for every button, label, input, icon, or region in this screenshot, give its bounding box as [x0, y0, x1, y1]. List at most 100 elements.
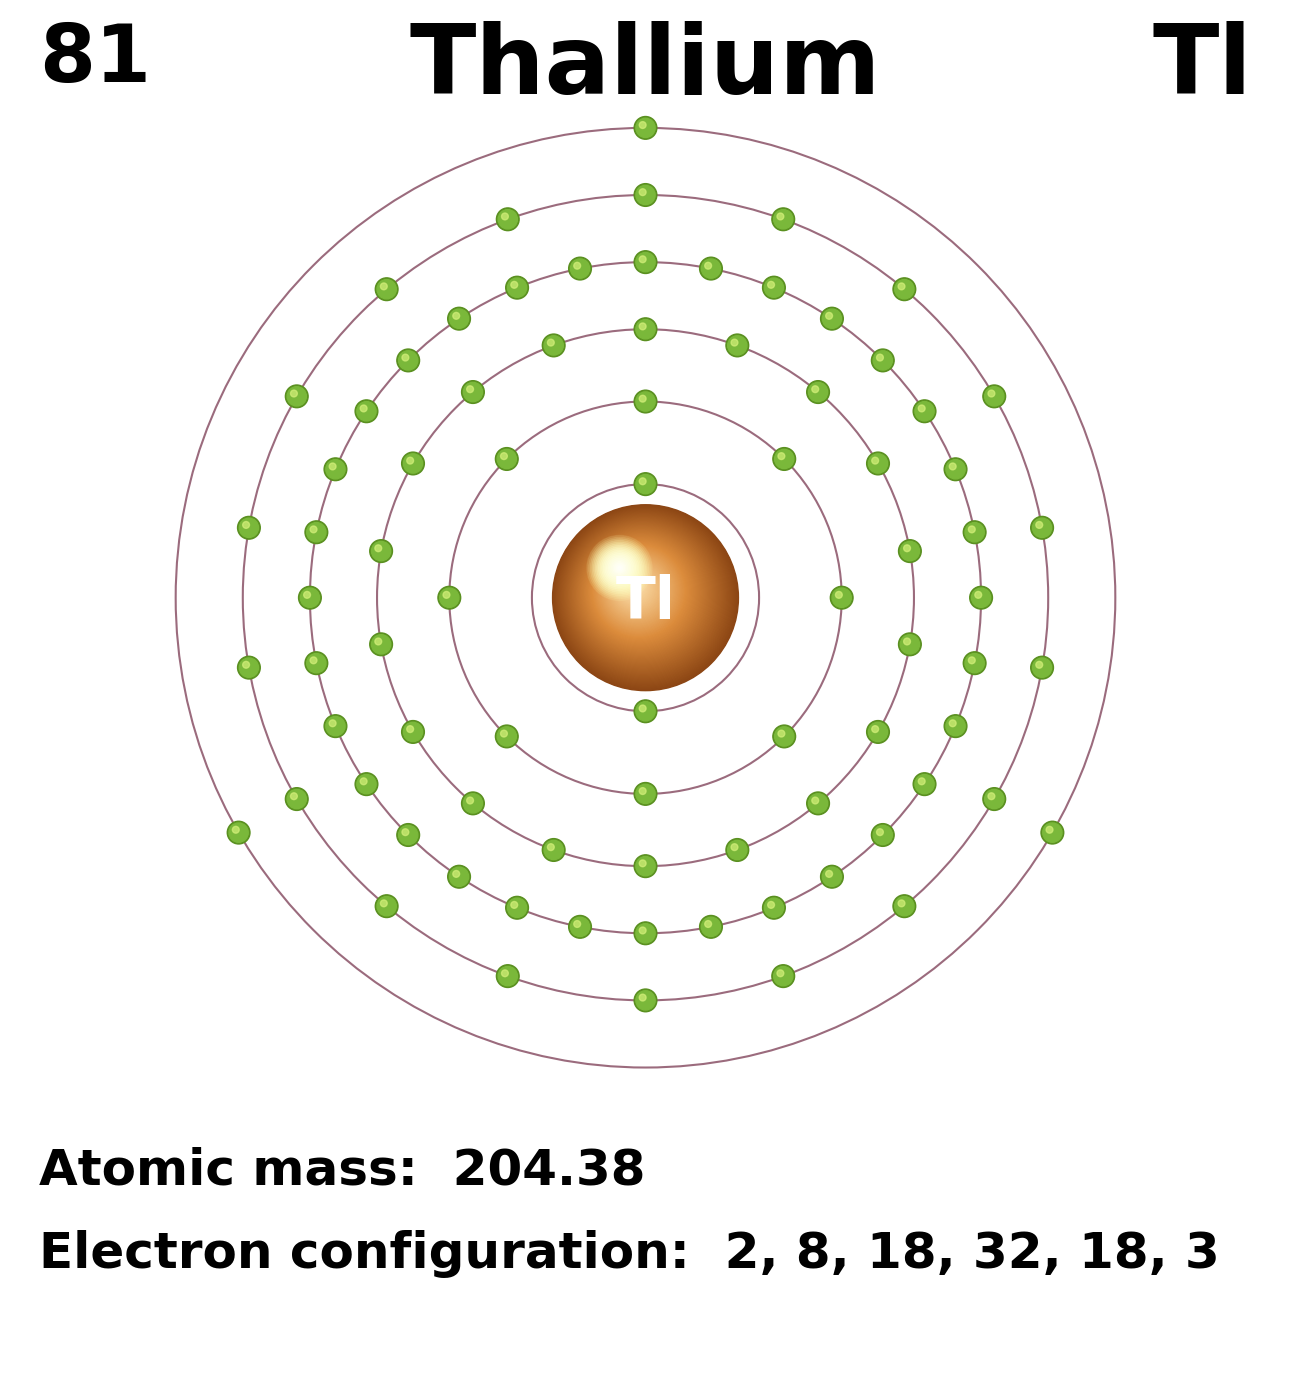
- Circle shape: [964, 523, 984, 542]
- Circle shape: [630, 582, 635, 588]
- Circle shape: [731, 844, 738, 851]
- Circle shape: [602, 555, 673, 626]
- Circle shape: [285, 788, 309, 810]
- Circle shape: [1035, 662, 1043, 669]
- Circle shape: [625, 577, 643, 595]
- Circle shape: [866, 452, 889, 475]
- Circle shape: [407, 726, 413, 733]
- Circle shape: [307, 523, 327, 542]
- Circle shape: [596, 545, 642, 591]
- Circle shape: [356, 402, 376, 421]
- Circle shape: [615, 567, 656, 607]
- Circle shape: [591, 541, 647, 595]
- Circle shape: [624, 575, 644, 596]
- Circle shape: [567, 518, 720, 673]
- Circle shape: [985, 790, 1004, 809]
- Circle shape: [639, 395, 646, 402]
- Circle shape: [904, 638, 910, 645]
- Circle shape: [634, 922, 657, 945]
- Circle shape: [625, 578, 642, 595]
- Circle shape: [238, 517, 261, 539]
- Circle shape: [639, 788, 646, 795]
- Circle shape: [381, 899, 387, 906]
- Circle shape: [562, 514, 726, 678]
- Circle shape: [964, 653, 984, 673]
- Circle shape: [963, 521, 986, 543]
- Circle shape: [899, 632, 922, 656]
- Circle shape: [290, 792, 297, 799]
- Circle shape: [821, 307, 843, 329]
- Circle shape: [634, 391, 657, 413]
- Circle shape: [374, 545, 382, 552]
- Circle shape: [634, 990, 657, 1012]
- Circle shape: [982, 788, 1006, 810]
- Circle shape: [613, 566, 658, 610]
- Circle shape: [629, 581, 638, 591]
- Circle shape: [568, 521, 718, 670]
- Circle shape: [1033, 657, 1052, 677]
- Circle shape: [497, 965, 519, 987]
- Circle shape: [498, 966, 518, 986]
- Circle shape: [290, 391, 297, 398]
- Circle shape: [773, 726, 795, 748]
- Circle shape: [501, 213, 509, 220]
- Circle shape: [396, 824, 420, 847]
- Circle shape: [595, 543, 644, 592]
- Circle shape: [466, 386, 474, 392]
- Circle shape: [586, 538, 695, 646]
- Circle shape: [970, 587, 993, 609]
- Circle shape: [728, 841, 747, 859]
- Circle shape: [507, 898, 527, 917]
- Circle shape: [582, 534, 700, 652]
- Circle shape: [636, 320, 655, 339]
- Circle shape: [604, 556, 671, 623]
- Circle shape: [612, 560, 627, 575]
- Circle shape: [634, 250, 657, 274]
- Circle shape: [511, 902, 518, 908]
- Circle shape: [287, 790, 306, 809]
- Circle shape: [985, 386, 1004, 406]
- Circle shape: [822, 867, 842, 887]
- Circle shape: [560, 512, 729, 681]
- Circle shape: [403, 453, 422, 473]
- Circle shape: [618, 571, 651, 603]
- Circle shape: [360, 404, 367, 411]
- Circle shape: [310, 525, 316, 532]
- Circle shape: [355, 773, 378, 795]
- Circle shape: [1030, 517, 1053, 539]
- Circle shape: [577, 528, 706, 659]
- Circle shape: [609, 559, 629, 578]
- Circle shape: [544, 336, 563, 354]
- Circle shape: [812, 386, 818, 392]
- Text: Thallium: Thallium: [409, 21, 882, 114]
- Circle shape: [567, 520, 719, 671]
- Circle shape: [325, 716, 345, 735]
- Circle shape: [568, 916, 591, 938]
- Circle shape: [636, 784, 655, 803]
- Circle shape: [607, 559, 666, 619]
- Circle shape: [808, 794, 828, 813]
- Circle shape: [904, 545, 910, 552]
- Circle shape: [498, 210, 518, 229]
- Circle shape: [618, 566, 621, 570]
- Circle shape: [900, 635, 919, 653]
- Circle shape: [402, 720, 425, 744]
- Circle shape: [587, 535, 652, 600]
- Circle shape: [608, 560, 665, 617]
- Circle shape: [634, 783, 657, 805]
- Circle shape: [589, 541, 691, 644]
- Circle shape: [591, 543, 688, 639]
- Circle shape: [303, 592, 310, 598]
- Circle shape: [634, 701, 657, 723]
- Circle shape: [701, 259, 720, 278]
- Circle shape: [873, 826, 892, 845]
- Circle shape: [506, 897, 528, 919]
- Circle shape: [893, 895, 915, 917]
- Circle shape: [506, 277, 528, 299]
- Circle shape: [298, 587, 321, 609]
- Circle shape: [589, 537, 651, 599]
- Circle shape: [616, 569, 655, 607]
- Circle shape: [808, 382, 828, 402]
- Circle shape: [700, 257, 723, 279]
- Circle shape: [636, 392, 655, 411]
